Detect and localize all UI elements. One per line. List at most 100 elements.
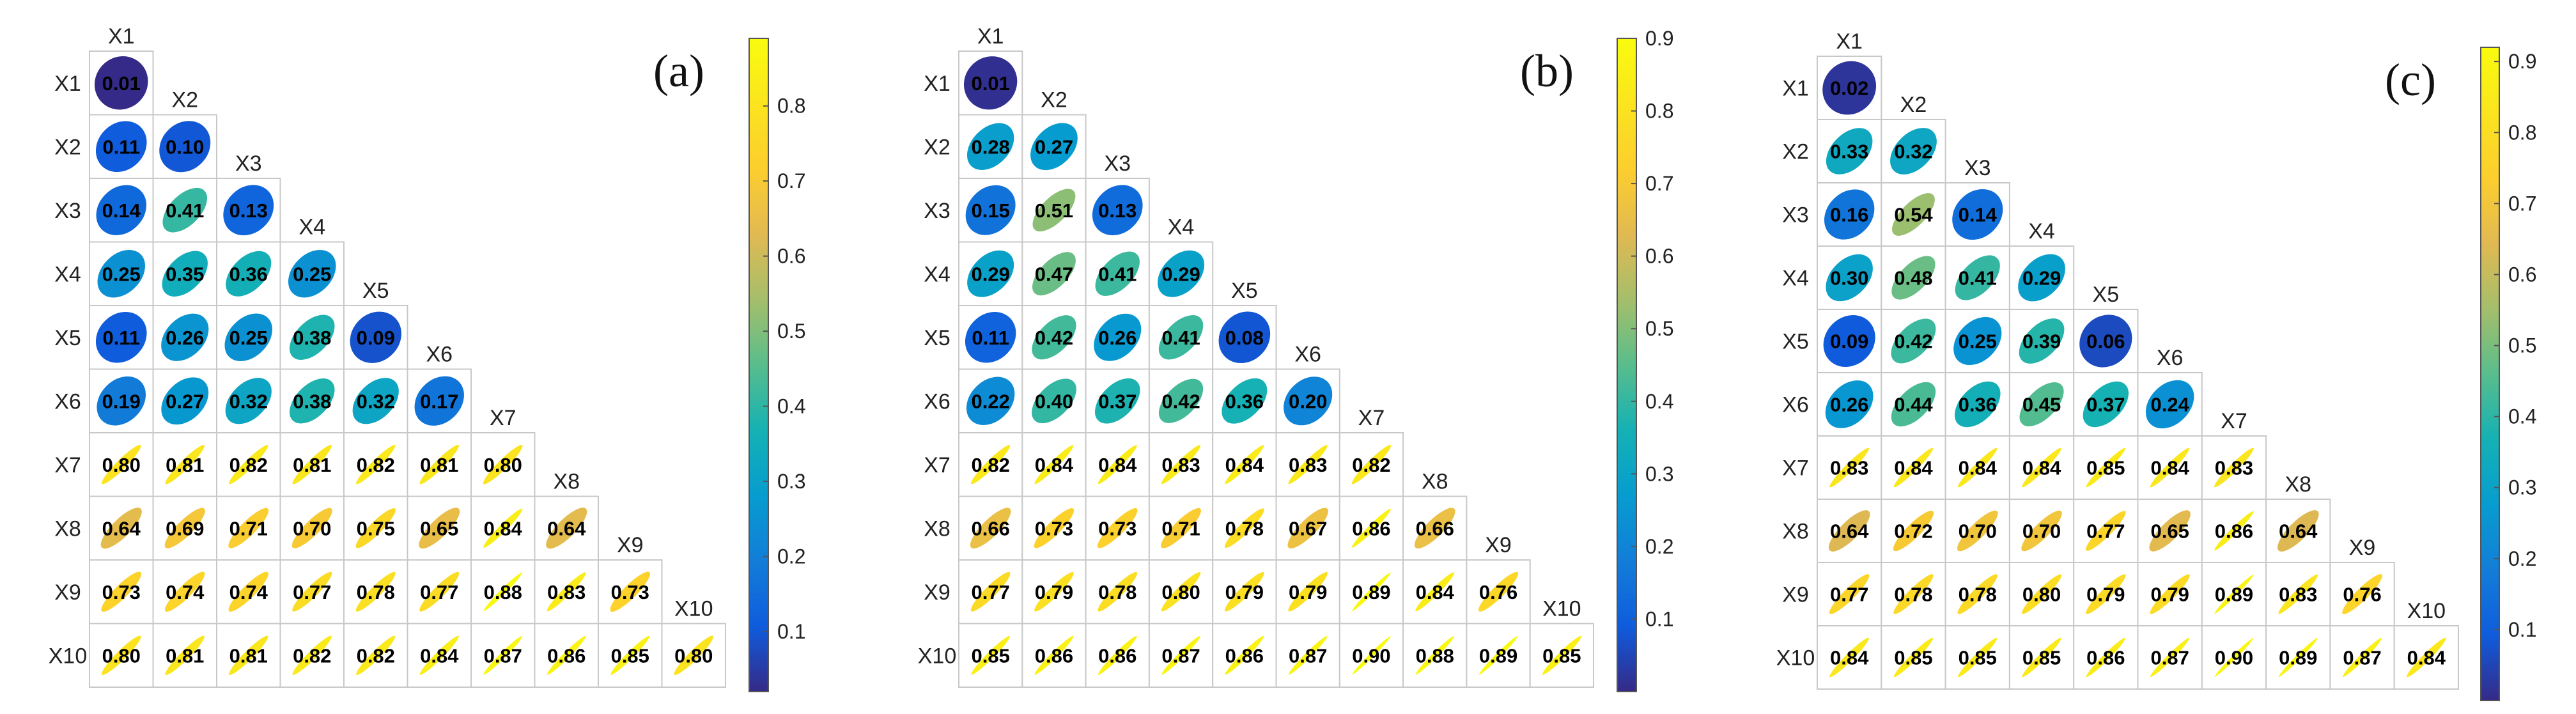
corr-value-label: 0.25 [1959, 330, 1997, 353]
corr-value-label: 0.77 [2086, 520, 2125, 543]
corr-value-label: 0.47 [1035, 263, 1073, 285]
corr-ellipse [2213, 510, 2255, 552]
corr-ellipse [291, 507, 334, 550]
corr-value-label: 0.84 [2150, 457, 2189, 479]
corr-ellipse [1351, 508, 1392, 549]
corr-ellipse [1957, 573, 1999, 616]
colorbar-tick-label: 0.7 [1645, 172, 1673, 195]
corr-cell: 0.77 [407, 559, 472, 625]
corr-cell: 0.81 [407, 432, 472, 497]
corr-ellipse [1094, 251, 1141, 297]
corr-ellipse [2341, 637, 2383, 678]
corr-cell: 0.44 [1881, 372, 1946, 437]
corr-value-label: 0.20 [1289, 390, 1327, 412]
corr-value-label: 0.41 [166, 199, 204, 222]
corr-ellipse [224, 376, 273, 425]
corr-cell: 0.19 [89, 368, 154, 433]
corr-cell: 0.82 [1338, 432, 1404, 497]
corr-value-label: 0.85 [2086, 457, 2125, 479]
row-label: X1 [924, 72, 950, 96]
corr-ellipse [2276, 509, 2320, 553]
corr-value-label: 0.71 [1161, 517, 1200, 539]
column-label: X5 [362, 279, 389, 303]
row-label: X6 [1782, 393, 1809, 417]
row-label: X5 [924, 326, 950, 350]
corr-ellipse [1034, 635, 1075, 676]
corr-ellipse [1351, 571, 1392, 612]
corr-ellipse [1824, 379, 1875, 430]
corr-cell: 0.38 [279, 305, 345, 370]
corr-ellipse [100, 444, 143, 486]
corr-cell: 0.09 [343, 305, 408, 370]
corr-value-label: 0.81 [293, 454, 331, 476]
corr-value-label: 0.85 [2022, 647, 2061, 669]
corr-value-label: 0.87 [2150, 647, 2189, 669]
corr-cell: 0.70 [2008, 499, 2075, 563]
corr-value-label: 0.11 [972, 327, 1009, 349]
corr-ellipse [228, 571, 270, 613]
corr-cell: 0.40 [1021, 368, 1087, 433]
corr-ellipse [482, 444, 524, 486]
corr-ellipse [2213, 573, 2255, 615]
corr-value-label: 0.81 [229, 644, 268, 667]
corr-cell: 0.84 [1085, 432, 1150, 497]
corr-value-label: 0.89 [2279, 647, 2317, 669]
corr-cell: 0.08 [1212, 305, 1277, 370]
corr-ellipse [546, 571, 587, 612]
corr-value-label: 0.84 [484, 517, 523, 539]
corr-ellipse [1351, 635, 1392, 676]
corr-value-label: 0.82 [293, 644, 331, 667]
corr-ellipse [1953, 380, 2002, 428]
corr-cell: 0.65 [2137, 499, 2203, 563]
corr-value-label: 0.83 [1161, 454, 1200, 476]
corr-cell: 0.38 [279, 368, 345, 433]
corr-ellipse [1287, 571, 1329, 613]
corr-ellipse [2213, 637, 2255, 678]
corr-cell: 0.36 [216, 241, 281, 306]
row-label: X6 [924, 389, 950, 414]
column-label: X2 [1041, 88, 1067, 113]
colorbar-tick-label: 0.1 [2508, 618, 2536, 641]
corr-ellipse [1821, 60, 1877, 116]
corr-value-label: 0.79 [1289, 581, 1327, 603]
corr-value-label: 0.19 [102, 390, 141, 412]
corr-value-label: 0.81 [166, 644, 204, 667]
row-label: X2 [54, 135, 81, 159]
colorbar-tick-label: 0.4 [1645, 390, 1673, 413]
corr-value-label: 0.85 [611, 644, 649, 667]
corr-value-label: 0.76 [1479, 581, 1517, 603]
corr-ellipse [545, 506, 588, 550]
corr-cell: 0.78 [1944, 562, 2010, 626]
corr-value-label: 0.29 [971, 263, 1009, 285]
corr-cell: 0.65 [407, 495, 472, 561]
corr-value-label: 0.13 [229, 199, 268, 222]
corr-value-label: 0.09 [357, 327, 395, 349]
corr-cell: 0.37 [1085, 368, 1150, 433]
corr-cell: 0.83 [1817, 435, 1882, 500]
corr-value-label: 0.84 [2022, 457, 2061, 479]
corr-cell: 0.02 [1817, 56, 1882, 120]
row-label: X4 [54, 262, 81, 286]
corr-cell: 0.71 [216, 495, 281, 561]
corr-ellipse [963, 55, 1018, 111]
corr-ellipse [2084, 573, 2127, 616]
corr-value-label: 0.84 [1894, 457, 1933, 479]
corr-value-label: 0.82 [1352, 454, 1390, 476]
corr-ellipse [355, 571, 397, 613]
corr-ellipse [1218, 310, 1271, 364]
corr-ellipse [1825, 127, 1874, 176]
column-label: X9 [617, 533, 644, 557]
corr-ellipse [160, 376, 210, 426]
colorbar-tick-label: 0.8 [777, 95, 805, 118]
row-label: X1 [54, 72, 81, 96]
row-label: X7 [1782, 456, 1809, 481]
corr-ellipse [672, 634, 715, 676]
corr-cell: 0.25 [1944, 309, 2010, 373]
corr-cell: 0.39 [2008, 309, 2075, 373]
corr-value-label: 0.86 [1225, 644, 1264, 667]
corr-value-label: 0.72 [1894, 520, 1932, 543]
corr-ellipse [2018, 317, 2065, 365]
corr-ellipse [2082, 380, 2130, 428]
corr-ellipse [2017, 253, 2067, 302]
